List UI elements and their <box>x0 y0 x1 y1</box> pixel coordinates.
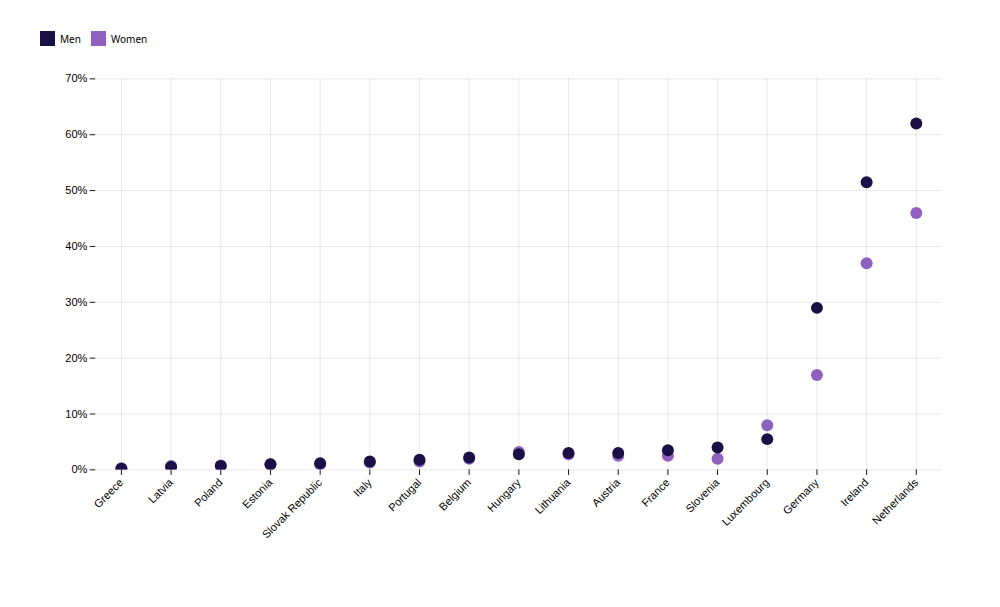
html-text:Men: Men <box>60 31 81 46</box>
svg-text:30%: 30% <box>65 296 87 308</box>
svg-text:Slovenia: Slovenia <box>683 476 722 515</box>
svg-text:Latvia: Latvia <box>146 476 176 506</box>
svg-text:10%: 10% <box>65 408 87 420</box>
svg-text:Germany: Germany <box>780 476 821 517</box>
html-text:Women: Women <box>110 31 148 46</box>
svg-text:Belgium: Belgium <box>436 476 473 513</box>
svg-text:Greece: Greece <box>91 476 125 510</box>
svg-text:Estonia: Estonia <box>240 476 275 511</box>
svg-text:Poland: Poland <box>192 476 225 509</box>
svg-text:Luxembourg: Luxembourg <box>719 476 771 528</box>
svg-text:0%: 0% <box>71 463 87 475</box>
svg-text:Ireland: Ireland <box>838 476 870 508</box>
svg-text:Netherlands: Netherlands <box>870 476 921 527</box>
svg-text:Italy: Italy <box>351 476 374 499</box>
svg-text:Portugal: Portugal <box>386 476 423 513</box>
svg-text:France: France <box>639 476 672 509</box>
svg-text:Lithuania: Lithuania <box>532 476 573 517</box>
svg-text:20%: 20% <box>65 352 87 364</box>
svg-text:50%: 50% <box>65 184 87 196</box>
svg-text:70%: 70% <box>65 72 87 84</box>
svg-text:Slovak Republic: Slovak Republic <box>260 476 325 541</box>
svg-text:Austria: Austria <box>589 476 622 509</box>
svg-text:60%: 60% <box>65 128 87 140</box>
svg-text:Hungary: Hungary <box>485 476 523 514</box>
svg-text:40%: 40% <box>65 240 87 252</box>
